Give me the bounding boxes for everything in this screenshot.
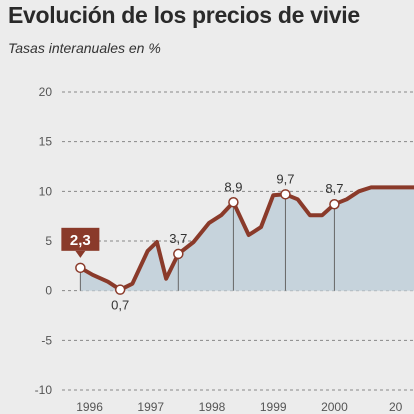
data-point-marker — [329, 198, 340, 210]
data-label: 8,9 — [224, 179, 242, 194]
data-point-marker — [280, 189, 291, 200]
x-tick-label: 1996 — [76, 400, 103, 414]
y-axis-labels: 20 15 10 5 0 -5 -10 — [35, 85, 53, 397]
y-tick-label: -10 — [35, 383, 53, 397]
data-point-marker — [114, 284, 126, 295]
x-tick-label: 1999 — [260, 400, 287, 414]
data-label: 2,3 — [70, 232, 91, 249]
data-label: 8,7 — [325, 181, 343, 196]
data-label: 0,7 — [111, 298, 129, 313]
area-fill — [80, 187, 414, 291]
data-label: 3,7 — [169, 231, 187, 246]
y-tick-label: -5 — [41, 333, 52, 347]
x-tick-label: 2000 — [321, 400, 348, 414]
value-badge — [61, 227, 100, 251]
marker-drop-lines — [79, 194, 335, 291]
data-labels: 2,3 0,7 3,7 8,9 9,7 8,7 — [61, 171, 343, 313]
data-point-marker — [173, 248, 184, 260]
chart-subtitle: Tasas interanuales en % — [8, 40, 161, 56]
x-tick-label: 20 — [389, 400, 403, 414]
y-tick-label: 10 — [39, 184, 53, 198]
series-line — [79, 185, 414, 292]
y-tick-label: 15 — [39, 135, 53, 149]
chart-title: Evolución de los precios de vivie — [8, 2, 360, 28]
data-point-marker — [75, 262, 86, 274]
x-tick-label: 1998 — [199, 400, 226, 414]
y-tick-label: 20 — [39, 85, 53, 99]
data-markers — [75, 189, 340, 295]
y-tick-label: 0 — [45, 284, 52, 298]
badge-pointer — [75, 250, 86, 258]
data-point-marker — [228, 197, 239, 208]
x-tick-label: 1997 — [137, 400, 164, 414]
x-axis-labels: 1996 1997 1998 1999 2000 20 — [76, 400, 402, 414]
data-label: 9,7 — [276, 171, 294, 186]
y-tick-label: 5 — [45, 234, 52, 248]
